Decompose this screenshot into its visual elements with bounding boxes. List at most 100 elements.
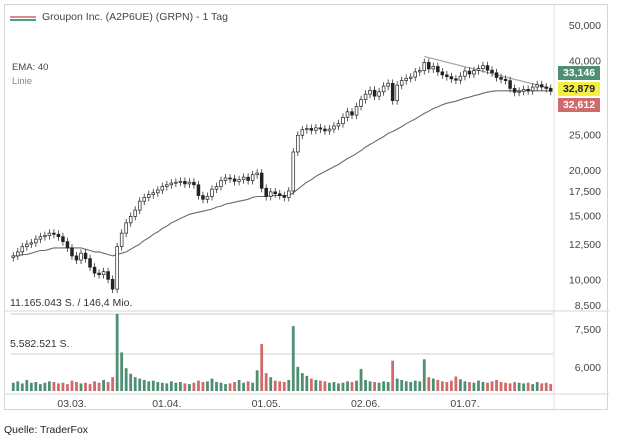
- candle-body: [494, 72, 499, 78]
- ema-indicator-label: EMA: 40: [12, 62, 49, 73]
- candle-body: [187, 181, 192, 185]
- candle-body: [25, 243, 29, 247]
- chart-legend: Groupon Inc. (A2P6UE) (GRPN) - 1 Tag: [10, 11, 228, 23]
- candle-body: [395, 84, 399, 102]
- y-tick-label: 20,000: [569, 165, 601, 177]
- candle-body: [201, 195, 205, 200]
- volume-bar: [422, 359, 426, 391]
- volume-bar: [178, 382, 182, 391]
- volume-bar: [413, 380, 417, 391]
- candlestick-chart: 50,000 40,000 25,000 20,000 17,500 15,000 12,5…: [5, 5, 609, 411]
- candle-body: [115, 246, 119, 290]
- candle-body: [52, 232, 56, 235]
- volume-bar: [192, 382, 196, 391]
- volume-bar: [309, 378, 313, 391]
- candle-body: [368, 89, 372, 95]
- volume-bar: [151, 380, 155, 391]
- volume-bar: [463, 381, 467, 391]
- candle-body: [11, 255, 16, 258]
- candle-body: [61, 236, 65, 242]
- candle-body: [20, 246, 25, 253]
- candle-body: [101, 271, 106, 276]
- ema40-line: [13, 90, 551, 257]
- volume-bar: [52, 382, 56, 391]
- volume-bar: [115, 314, 119, 391]
- volume-bar: [337, 383, 340, 391]
- volume-bar: [93, 381, 96, 391]
- candle-body: [526, 89, 530, 92]
- candle-body: [291, 151, 296, 192]
- candle-body: [521, 89, 526, 92]
- y-tick-label: 50,000: [569, 20, 601, 32]
- candle-body: [408, 76, 413, 79]
- volume-bar: [282, 382, 286, 391]
- candle-body: [74, 255, 79, 261]
- candle-body: [106, 271, 110, 280]
- candle-body: [314, 127, 318, 131]
- candle-body: [119, 232, 124, 247]
- candle-body: [413, 71, 417, 78]
- candle-body: [535, 84, 539, 88]
- y-tick-label: 15,000: [569, 210, 601, 222]
- volume-bar: [454, 376, 458, 391]
- candle-body: [445, 74, 449, 77]
- volume-bar: [34, 382, 38, 391]
- candle-body: [205, 196, 210, 200]
- volume-bar: [449, 380, 453, 391]
- volume-bar: [219, 382, 223, 391]
- legend-label: Groupon Inc. (A2P6UE) (GRPN) - 1 Tag: [42, 11, 228, 23]
- candle-body: [128, 216, 133, 224]
- candle-body: [43, 235, 47, 238]
- volume-bar: [16, 381, 20, 391]
- volume-bar: [246, 381, 250, 391]
- candle-body: [336, 123, 341, 127]
- candle-body: [259, 172, 264, 189]
- price-badge-last: 32,879: [558, 82, 600, 96]
- volume-bar: [418, 381, 422, 391]
- volume-bar: [228, 383, 232, 391]
- candle-body: [472, 70, 476, 75]
- volume-bar: [350, 382, 354, 391]
- volume-bar: [323, 381, 327, 391]
- candle-body: [232, 178, 237, 182]
- volume-bar: [341, 382, 345, 391]
- candle-body: [219, 180, 223, 187]
- volume-mid-label: 5.582.521 S.: [10, 338, 70, 350]
- candle-body: [137, 200, 142, 211]
- volume-bar: [459, 379, 462, 391]
- candle-body: [544, 86, 548, 89]
- volume-bar: [264, 373, 268, 391]
- volume-bar: [97, 382, 101, 391]
- volume-bar: [508, 383, 512, 391]
- candle-body: [255, 172, 259, 176]
- volume-bar: [468, 382, 471, 391]
- candle-body: [124, 222, 128, 234]
- candle-body: [476, 68, 481, 71]
- candle-body: [174, 181, 178, 184]
- y-tick-label: 25,000: [569, 130, 601, 142]
- candle-body: [508, 80, 512, 89]
- volume-bar: [251, 382, 255, 391]
- candle-body: [381, 85, 386, 93]
- volume-bar: [409, 382, 413, 391]
- volume-bar: [300, 373, 304, 391]
- volume-bar: [291, 326, 295, 391]
- candle-body: [273, 191, 277, 195]
- candle-body: [142, 197, 146, 202]
- candle-body: [458, 75, 463, 81]
- volume-bar: [404, 381, 408, 391]
- candle-body: [530, 86, 535, 92]
- candle-body: [377, 91, 381, 97]
- candle-body: [517, 90, 521, 93]
- candle-body: [490, 69, 494, 74]
- volume-bar: [84, 382, 87, 391]
- candle-body: [34, 238, 38, 244]
- volume-bar: [206, 381, 209, 391]
- volume-bar: [273, 380, 277, 391]
- volume-bar: [133, 377, 137, 391]
- volume-bar: [11, 382, 15, 391]
- candle-body: [359, 99, 363, 107]
- volume-bar: [20, 383, 24, 391]
- candle-body: [422, 62, 427, 71]
- candle-body: [386, 82, 390, 87]
